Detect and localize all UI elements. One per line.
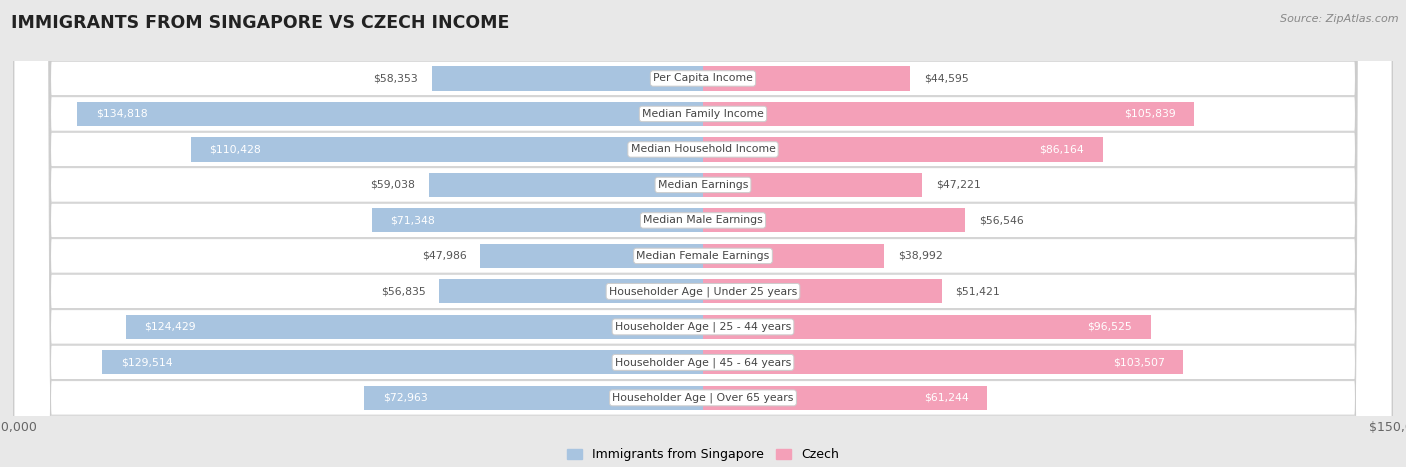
Text: $44,595: $44,595 [924, 73, 969, 84]
Bar [191, 137, 703, 162]
Bar [703, 208, 966, 233]
Bar [703, 137, 1102, 162]
Text: Median Male Earnings: Median Male Earnings [643, 215, 763, 226]
Text: $110,428: $110,428 [209, 144, 262, 155]
Legend: Immigrants from Singapore, Czech: Immigrants from Singapore, Czech [562, 443, 844, 466]
Bar [373, 208, 703, 233]
Text: Householder Age | 45 - 64 years: Householder Age | 45 - 64 years [614, 357, 792, 368]
Bar [703, 66, 910, 91]
Text: Median Female Earnings: Median Female Earnings [637, 251, 769, 261]
FancyBboxPatch shape [14, 0, 1392, 467]
Text: $86,164: $86,164 [1039, 144, 1084, 155]
Bar [432, 66, 703, 91]
FancyBboxPatch shape [14, 0, 1392, 467]
Text: Per Capita Income: Per Capita Income [652, 73, 754, 84]
FancyBboxPatch shape [14, 0, 1392, 467]
Text: $134,818: $134,818 [96, 109, 148, 119]
Text: Householder Age | Under 25 years: Householder Age | Under 25 years [609, 286, 797, 297]
Bar [703, 173, 922, 197]
Bar [481, 244, 703, 268]
Text: $103,507: $103,507 [1112, 357, 1164, 368]
FancyBboxPatch shape [14, 0, 1392, 467]
Text: Householder Age | 25 - 44 years: Householder Age | 25 - 44 years [614, 322, 792, 332]
Text: Source: ZipAtlas.com: Source: ZipAtlas.com [1281, 14, 1399, 24]
FancyBboxPatch shape [14, 0, 1392, 467]
Text: $47,986: $47,986 [422, 251, 467, 261]
Text: Householder Age | Over 65 years: Householder Age | Over 65 years [612, 393, 794, 403]
Text: $59,038: $59,038 [370, 180, 415, 190]
Text: $71,348: $71,348 [391, 215, 436, 226]
Bar [103, 350, 703, 375]
Text: $47,221: $47,221 [936, 180, 981, 190]
FancyBboxPatch shape [14, 0, 1392, 467]
Bar [703, 350, 1184, 375]
Text: Median Family Income: Median Family Income [643, 109, 763, 119]
Text: $56,546: $56,546 [980, 215, 1024, 226]
FancyBboxPatch shape [14, 0, 1392, 467]
Bar [703, 386, 987, 410]
Text: $58,353: $58,353 [374, 73, 419, 84]
Bar [125, 315, 703, 339]
Bar [429, 173, 703, 197]
Text: $72,963: $72,963 [382, 393, 427, 403]
Bar [703, 244, 884, 268]
Text: IMMIGRANTS FROM SINGAPORE VS CZECH INCOME: IMMIGRANTS FROM SINGAPORE VS CZECH INCOM… [11, 14, 509, 32]
Text: $56,835: $56,835 [381, 286, 426, 297]
Text: Median Household Income: Median Household Income [630, 144, 776, 155]
FancyBboxPatch shape [14, 0, 1392, 467]
Text: $129,514: $129,514 [121, 357, 173, 368]
Bar [703, 315, 1152, 339]
Bar [703, 279, 942, 304]
FancyBboxPatch shape [14, 0, 1392, 467]
FancyBboxPatch shape [14, 0, 1392, 467]
Text: $96,525: $96,525 [1088, 322, 1132, 332]
Text: $124,429: $124,429 [145, 322, 195, 332]
Text: $105,839: $105,839 [1123, 109, 1175, 119]
Text: $51,421: $51,421 [956, 286, 1000, 297]
Text: $61,244: $61,244 [924, 393, 969, 403]
Bar [703, 102, 1194, 126]
Text: $38,992: $38,992 [898, 251, 942, 261]
Bar [77, 102, 703, 126]
Text: Median Earnings: Median Earnings [658, 180, 748, 190]
Bar [439, 279, 703, 304]
Bar [364, 386, 703, 410]
